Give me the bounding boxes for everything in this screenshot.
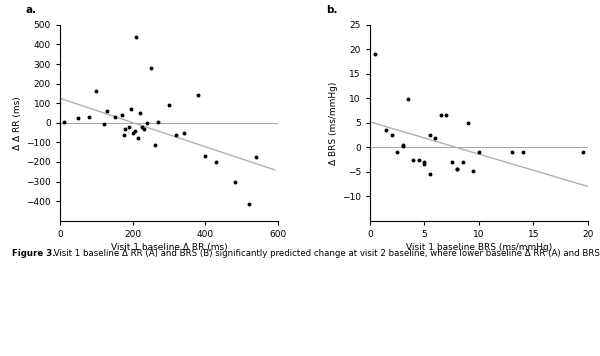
Point [452, 167, 462, 172]
Point [117, 112, 127, 118]
Point [154, 119, 163, 125]
Point [436, 112, 446, 118]
Point [73, 115, 83, 121]
Point [59, 119, 68, 125]
Point [403, 96, 413, 102]
Point [230, 179, 239, 184]
Point [119, 132, 128, 137]
Point [121, 126, 130, 131]
Point [212, 159, 221, 165]
Point [99, 121, 109, 127]
Point [469, 168, 478, 174]
Text: Figure 3.: Figure 3. [12, 249, 56, 258]
Point [124, 124, 134, 130]
Point [447, 159, 457, 165]
Point [370, 51, 380, 57]
Point [142, 120, 152, 126]
X-axis label: Visit 1 baseline BRS (ms/mmHg): Visit 1 baseline BRS (ms/mmHg) [406, 243, 552, 252]
Point [244, 201, 254, 207]
Point [398, 142, 407, 148]
Point [518, 150, 527, 155]
Point [103, 108, 112, 114]
Point [251, 154, 261, 160]
Point [126, 106, 136, 112]
Point [200, 153, 210, 159]
Point [474, 150, 484, 155]
Point [128, 130, 137, 135]
X-axis label: Visit 1 baseline Δ RR (ms): Visit 1 baseline Δ RR (ms) [111, 243, 227, 252]
Point [392, 150, 402, 155]
Point [137, 124, 146, 130]
Point [179, 130, 188, 135]
Point [387, 132, 397, 138]
Point [172, 132, 181, 137]
Point [409, 157, 418, 162]
Point [193, 93, 203, 98]
Point [92, 89, 101, 94]
Point [382, 127, 391, 133]
Point [110, 114, 119, 120]
Point [425, 171, 434, 177]
Point [507, 150, 517, 155]
Point [139, 126, 148, 131]
Point [442, 112, 451, 118]
Text: Visit 1 baseline Δ RR (A) and BRS (B) significantly predicted change at visit 2 : Visit 1 baseline Δ RR (A) and BRS (B) si… [51, 249, 600, 258]
Point [458, 159, 467, 165]
Y-axis label: Δ BRS (ms/mmHg): Δ BRS (ms/mmHg) [329, 81, 338, 164]
Y-axis label: Δ Δ RR (ms): Δ Δ RR (ms) [13, 96, 22, 150]
Point [578, 150, 587, 155]
Point [146, 65, 156, 71]
Point [131, 34, 141, 40]
Point [84, 114, 94, 120]
Point [164, 103, 174, 108]
Point [430, 135, 440, 140]
Point [419, 159, 429, 165]
Point [135, 110, 145, 116]
Text: a.: a. [25, 5, 36, 15]
Point [414, 157, 424, 162]
Text: b.: b. [326, 5, 338, 15]
Point [130, 128, 139, 134]
Point [150, 142, 160, 148]
Point [398, 143, 407, 149]
Point [463, 120, 473, 126]
Point [425, 132, 434, 138]
Point [133, 136, 143, 141]
Point [419, 162, 429, 167]
Point [452, 167, 462, 172]
